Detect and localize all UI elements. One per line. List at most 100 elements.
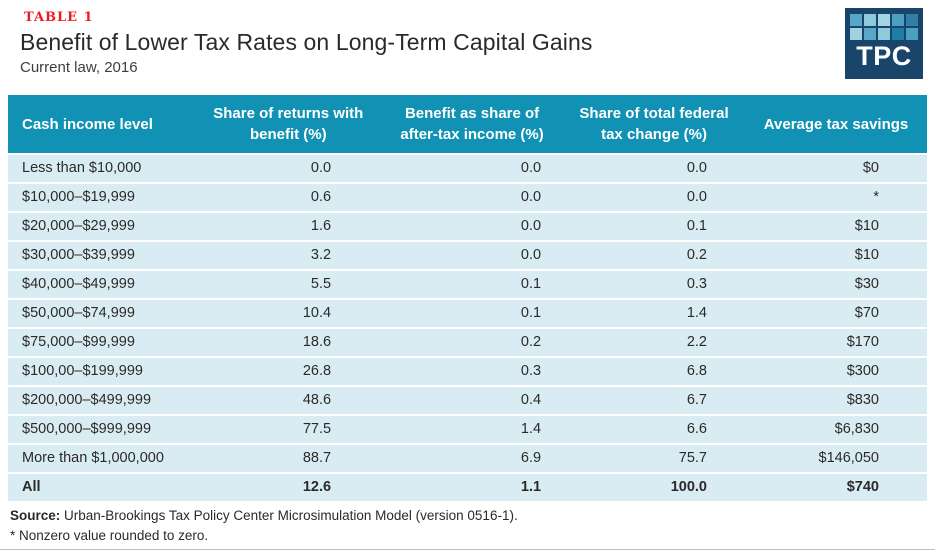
value-cell: 5.5: [195, 270, 382, 300]
value-cell: 1.6: [195, 212, 382, 242]
value-cell: *: [745, 183, 927, 213]
title-block: TABLE 1 Benefit of Lower Tax Rates on Lo…: [20, 10, 593, 76]
table-header: Cash income level Share of returns with …: [8, 95, 927, 155]
column-header-cash-income-level: Cash income level: [8, 95, 196, 155]
value-cell: 6.8: [563, 357, 745, 387]
logo-grid-square: [878, 14, 890, 26]
logo-grid-square: [850, 28, 862, 40]
table-row: $200,000–$499,999 48.6 0.4 6.7 $830: [8, 386, 927, 416]
value-cell: 100.0: [563, 473, 745, 503]
value-cell: 0.0: [381, 183, 564, 213]
value-cell: 0.0: [563, 183, 745, 213]
tpc-logo-grid-icon: [850, 14, 918, 40]
value-cell: 0.2: [563, 241, 745, 271]
row-label-cell: All: [8, 473, 196, 503]
tpc-logo-text: TPC: [856, 41, 912, 71]
logo-grid-square: [864, 14, 876, 26]
value-cell: $300: [745, 357, 927, 387]
source-label: Source:: [10, 508, 61, 523]
table-row: $30,000–$39,999 3.2 0.0 0.2 $10: [8, 241, 927, 271]
table-header-row: Cash income level Share of returns with …: [8, 95, 927, 155]
value-cell: 6.9: [381, 444, 564, 474]
value-cell: 0.2: [381, 328, 564, 358]
table-row: $50,000–$74,999 10.4 0.1 1.4 $70: [8, 299, 927, 329]
value-cell: $830: [745, 386, 927, 416]
table-number-label: TABLE 1: [24, 10, 94, 25]
table-body: Less than $10,000 0.0 0.0 0.0 $0 $10,000–$19,…: [8, 154, 927, 503]
value-cell: $0: [745, 154, 927, 184]
value-cell: 6.6: [563, 415, 745, 445]
value-cell: 0.1: [381, 299, 564, 329]
value-cell: $70: [745, 299, 927, 329]
value-cell: 0.0: [563, 154, 745, 184]
value-cell: 1.4: [381, 415, 564, 445]
logo-grid-square: [878, 28, 890, 40]
value-cell: $6,830: [745, 415, 927, 445]
table-row: $500,000–$999,999 77.5 1.4 6.6 $6,830: [8, 415, 927, 445]
value-cell: 0.0: [195, 154, 382, 184]
value-cell: 6.7: [563, 386, 745, 416]
figure-footer: Source: Urban-Brookings Tax Policy Cente…: [10, 506, 518, 546]
value-cell: 0.3: [563, 270, 745, 300]
row-label-cell: $500,000–$999,999: [8, 415, 196, 445]
row-label-cell: More than $1,000,000: [8, 444, 196, 474]
value-cell: $146,050: [745, 444, 927, 474]
row-label-cell: $20,000–$29,999: [8, 212, 196, 242]
logo-grid-square: [850, 14, 862, 26]
value-cell: 77.5: [195, 415, 382, 445]
column-header-share-of-tax-change: Share of total federal tax change (%): [563, 95, 745, 155]
figure-title: Benefit of Lower Tax Rates on Long-Term …: [20, 29, 593, 55]
column-header-benefit-share-after-tax: Benefit as share of after-tax income (%): [381, 95, 564, 155]
value-cell: 0.6: [195, 183, 382, 213]
logo-grid-square: [906, 14, 918, 26]
row-label-cell: Less than $10,000: [8, 154, 196, 184]
value-cell: 48.6: [195, 386, 382, 416]
row-label-cell: $30,000–$39,999: [8, 241, 196, 271]
data-table: Cash income level Share of returns with …: [8, 95, 927, 503]
source-line: Source: Urban-Brookings Tax Policy Cente…: [10, 506, 518, 526]
figure-header: TABLE 1 Benefit of Lower Tax Rates on Lo…: [0, 0, 935, 92]
row-label-cell: $10,000–$19,999: [8, 183, 196, 213]
value-cell: $10: [745, 241, 927, 271]
value-cell: 75.7: [563, 444, 745, 474]
value-cell: 3.2: [195, 241, 382, 271]
bottom-divider: [0, 549, 935, 550]
value-cell: 0.1: [381, 270, 564, 300]
value-cell: 0.0: [381, 212, 564, 242]
row-label-cell: $200,000–$499,999: [8, 386, 196, 416]
value-cell: 12.6: [195, 473, 382, 503]
column-header-average-tax-savings: Average tax savings: [745, 95, 927, 155]
logo-grid-square: [892, 28, 904, 40]
row-label-cell: $75,000–$99,999: [8, 328, 196, 358]
table-row: $75,000–$99,999 18.6 0.2 2.2 $170: [8, 328, 927, 358]
value-cell: 26.8: [195, 357, 382, 387]
table-row: $100,00–$199,999 26.8 0.3 6.8 $300: [8, 357, 927, 387]
table-row: $10,000–$19,999 0.6 0.0 0.0 *: [8, 183, 927, 213]
table-row: All 12.6 1.1 100.0 $740: [8, 473, 927, 503]
value-cell: $10: [745, 212, 927, 242]
footnote: * Nonzero value rounded to zero.: [10, 528, 209, 543]
value-cell: 0.0: [381, 241, 564, 271]
table-row: More than $1,000,000 88.7 6.9 75.7 $146,050: [8, 444, 927, 474]
value-cell: 10.4: [195, 299, 382, 329]
logo-grid-square: [906, 28, 918, 40]
value-cell: 1.1: [381, 473, 564, 503]
value-cell: 0.1: [563, 212, 745, 242]
table-row: $20,000–$29,999 1.6 0.0 0.1 $10: [8, 212, 927, 242]
value-cell: 0.0: [381, 154, 564, 184]
logo-grid-square: [892, 14, 904, 26]
figure-subtitle: Current law, 2016: [20, 59, 138, 76]
table-row: $40,000–$49,999 5.5 0.1 0.3 $30: [8, 270, 927, 300]
value-cell: 88.7: [195, 444, 382, 474]
value-cell: 0.4: [381, 386, 564, 416]
value-cell: 18.6: [195, 328, 382, 358]
row-label-cell: $40,000–$49,999: [8, 270, 196, 300]
value-cell: 1.4: [563, 299, 745, 329]
table-row: Less than $10,000 0.0 0.0 0.0 $0: [8, 154, 927, 184]
logo-grid-square: [864, 28, 876, 40]
column-header-share-of-returns: Share of returns with benefit (%): [195, 95, 382, 155]
value-cell: 0.3: [381, 357, 564, 387]
value-cell: $170: [745, 328, 927, 358]
row-label-cell: $50,000–$74,999: [8, 299, 196, 329]
